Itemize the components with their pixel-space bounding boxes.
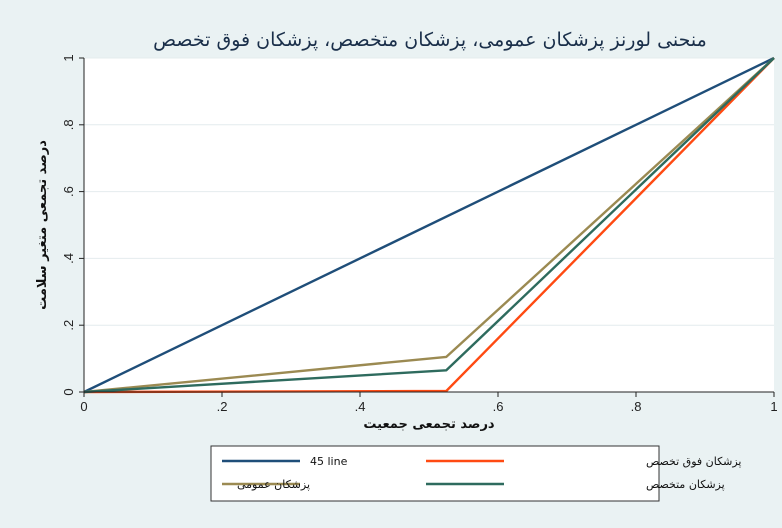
series-line-2 bbox=[83, 57, 775, 394]
y-axis-title: درصد تجمعی متغیر سلامت bbox=[35, 140, 50, 310]
series-line-0 bbox=[83, 56, 775, 394]
legend-label-1: پزشکان فوق تخصص bbox=[646, 455, 742, 468]
chart-title: منحنی لورنز پزشکان عمومی، پزشکان متخصص، … bbox=[153, 29, 707, 51]
x-tick-label: .8 bbox=[631, 399, 642, 414]
legend-label-2: پزشکان عمومی bbox=[237, 478, 310, 491]
x-tick-label: .2 bbox=[217, 399, 228, 414]
legend-label-0: 45 line bbox=[310, 455, 348, 468]
y-tick-label: .2 bbox=[61, 320, 76, 331]
legend: 45 line پزشکان فوق تخصص پزشکان عمومی پزشکان… bbox=[222, 455, 742, 491]
legend-label-3: پزشکان متخصص bbox=[646, 478, 725, 491]
y-tick-label: .4 bbox=[61, 253, 76, 264]
series-line-3 bbox=[83, 57, 775, 394]
y-tick-label: .6 bbox=[61, 186, 76, 197]
x-tick-label: .6 bbox=[493, 399, 504, 414]
grid-layer bbox=[84, 57, 774, 326]
x-tick-label: 0 bbox=[80, 399, 87, 414]
axes-layer: 0 .2 .4 .6 .8 1 0 .2 .4 .6 .8 1 bbox=[61, 54, 778, 414]
y-tick-label: .8 bbox=[61, 119, 76, 130]
y-tick-label: 0 bbox=[61, 388, 76, 395]
x-tick-label: 1 bbox=[770, 399, 777, 414]
x-axis-title: درصد تجمعی جمعیت bbox=[363, 417, 495, 432]
legend-box bbox=[210, 445, 660, 502]
x-tick-label: .4 bbox=[355, 399, 366, 414]
y-tick-label: 1 bbox=[61, 54, 76, 61]
